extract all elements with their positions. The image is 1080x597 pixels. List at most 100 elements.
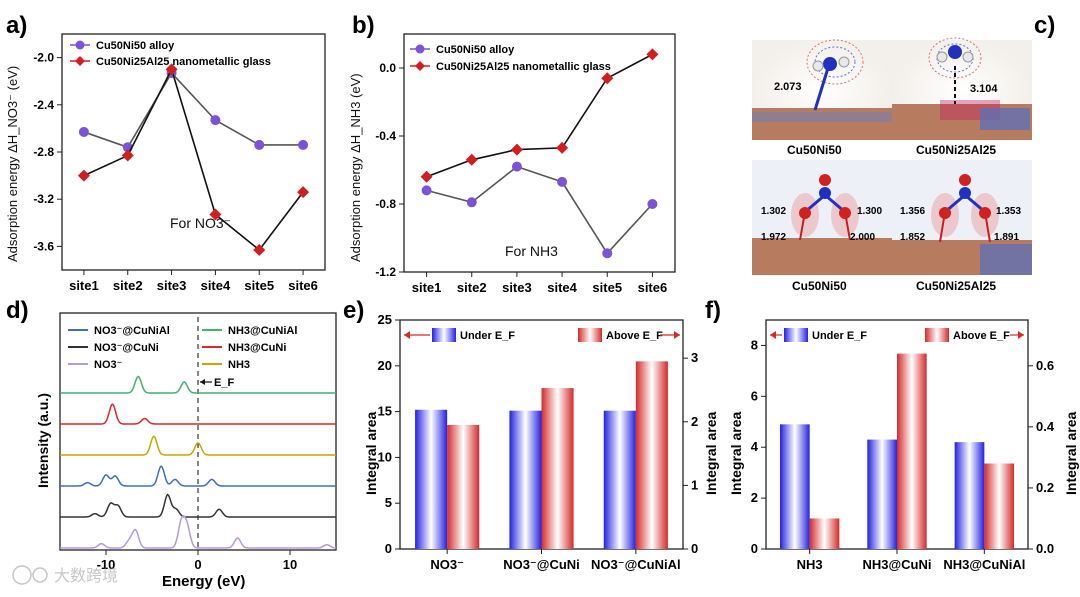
bond-label-cuni-2: 1.300 [857, 206, 882, 217]
chart-e-y2tick-label: 3 [691, 350, 698, 365]
chart-f-xtick-label: NH3@CuNi [862, 557, 931, 572]
atom-n-icon [959, 187, 971, 199]
chart-a-frame [61, 33, 326, 271]
chart-d-legend-label: NO3⁻ [94, 359, 123, 371]
chart-e-bar-above [541, 388, 574, 549]
chart-a-xtick-label: site5 [244, 278, 274, 293]
chart-a-point [77, 169, 90, 182]
chart-d-xtick-label: 10 [283, 557, 297, 572]
chart-a-point [297, 186, 310, 199]
legend-f-under-swatch [784, 328, 808, 342]
chart-a-point [78, 126, 89, 137]
chart-e-ytick-label: 25 [378, 312, 392, 327]
atom-n-icon [819, 187, 831, 199]
chart-b-xtick-label: site6 [638, 280, 668, 295]
bond-label-cuni-3: 1.972 [761, 232, 786, 243]
watermark: 大数跨境 [12, 565, 118, 585]
chart-b-xtick-label: site4 [547, 280, 577, 295]
panel-letter-d: d) [6, 297, 29, 324]
chart-e-ytick-label: 15 [378, 404, 392, 419]
chart-d-ylabel: Intensity (a.u.) [35, 393, 51, 488]
legend-a-alloy: Cu50Ni50 alloy [96, 40, 175, 52]
chart-a-point [210, 115, 221, 126]
chart-d-xlabel: Energy (eV) [162, 573, 245, 590]
legend-f-above-swatch [925, 328, 949, 342]
atom-n-icon [823, 57, 837, 71]
chart-a-xtick-label: site3 [157, 278, 187, 293]
chart-e-y2tick-label: 1 [691, 477, 698, 492]
chart-d-legend-label: NO3⁻@CuNi [94, 342, 159, 354]
legend-f-under: Under E_F [812, 330, 867, 342]
chart-b-point [601, 72, 614, 85]
chart-d-trace [60, 515, 336, 549]
chart-a-ytick-label: -2.8 [33, 145, 54, 159]
chart-b-point [511, 161, 522, 172]
legend-e-under: Under E_F [460, 330, 515, 342]
chart-e-ytick-label: 10 [378, 449, 392, 464]
atom-h-icon [936, 51, 948, 63]
chart-b-series-line [426, 53, 653, 178]
chart-d-xtick-label: -10 [97, 557, 116, 572]
atom-o-icon [979, 207, 991, 219]
chart-a: -2.0 -2.4 -2.8 -3.2 -3.6 site1 site2 site3 site4… [5, 33, 326, 293]
bond-label-cunial-1: 1.356 [900, 206, 925, 217]
chart-e: 0 5 10 15 20 25 0 1 2 3 NO3⁻ NO3⁻@CuNi NO3⁻@CuNiAl I… [363, 312, 719, 572]
legend-b-glass-marker [415, 61, 425, 71]
chart-e-bar-under [509, 410, 542, 549]
panel-letter-c: c) [1034, 12, 1055, 39]
chart-a-point [298, 139, 309, 150]
legend-a-alloy-marker [75, 40, 85, 50]
fermi-label: E_F [200, 377, 234, 389]
chart-a-point [253, 243, 266, 256]
bond-label-cunial-2: 1.353 [996, 206, 1021, 217]
chart-f-ytick-label: 0 [751, 541, 758, 556]
chart-a-ylabel: Adsorption energy ΔH_NO3⁻ (eV) [5, 66, 20, 262]
chart-b-frame [403, 33, 676, 273]
structure-label-top-right: Cu50Ni25Al25 [916, 143, 996, 157]
legend-b-alloy: Cu50Ni50 alloy [436, 44, 515, 56]
structure-top-cunial: 3.104 [892, 37, 1032, 140]
chart-b-point [510, 143, 523, 156]
chart-e-ytick-label: 5 [385, 495, 392, 510]
chart-b-point [466, 197, 477, 208]
distance-label-cunial: 3.104 [970, 83, 998, 95]
bond-label-cunial-4: 1.891 [994, 232, 1019, 243]
chart-d-trace [60, 403, 336, 425]
chart-f-ytick-label: 8 [751, 337, 758, 352]
chart-b-ylabel: Adsorption energy ΔH_NH3 (eV) [348, 73, 363, 262]
chart-e-legend: Under E_F Above E_F [404, 328, 680, 342]
chart-a-series-line [83, 67, 304, 252]
chart-e-bar-under [415, 409, 448, 549]
chart-d-legend: NO3⁻@CuNiAl NO3⁻@CuNi NO3⁻ NH3@CuNiAl NH3@Cu… [68, 325, 297, 371]
panel-letter-a: a) [6, 12, 27, 39]
structure-label-bottom-right: Cu50Ni25Al25 [916, 279, 996, 293]
chart-d-trace [60, 493, 336, 518]
chart-a-ytick-label: -2.4 [33, 98, 54, 112]
chart-d-legend-label: NH3 [228, 359, 250, 371]
chart-b-point [557, 176, 568, 187]
panel-letter-f: f) [705, 297, 721, 324]
chart-e-y2tick-label: 0 [691, 541, 698, 556]
legend-e-under-swatch [432, 328, 456, 342]
bond-label-cuni-1: 1.302 [761, 206, 786, 217]
chart-e-bar-above [447, 424, 480, 549]
chart-e-bar-under [603, 410, 636, 549]
chart-d-trace [60, 375, 336, 394]
bond-label-cuni-4: 2.000 [850, 232, 875, 243]
chart-f-bar-under [779, 424, 810, 549]
chart-e-ylabel: Integral area [363, 412, 379, 495]
structure-bottom-cuni: 1.302 1.300 1.972 2.000 [752, 160, 892, 275]
chart-a-point [209, 208, 222, 221]
chart-b-point [647, 199, 658, 209]
chart-b-point [420, 170, 433, 183]
chart-f-ytick-label: 2 [751, 490, 758, 505]
structure-bottom-cunial: 1.356 1.353 1.852 1.891 [892, 160, 1032, 275]
atom-h-icon [812, 60, 824, 72]
chart-a-point [165, 63, 178, 76]
atom-o-icon [939, 207, 951, 219]
atom-o-icon [839, 207, 851, 219]
panel-letter-b: b) [352, 12, 375, 39]
chart-b-ytick-label: -0.8 [375, 197, 396, 211]
chart-d-xtick-label: 0 [194, 557, 201, 572]
